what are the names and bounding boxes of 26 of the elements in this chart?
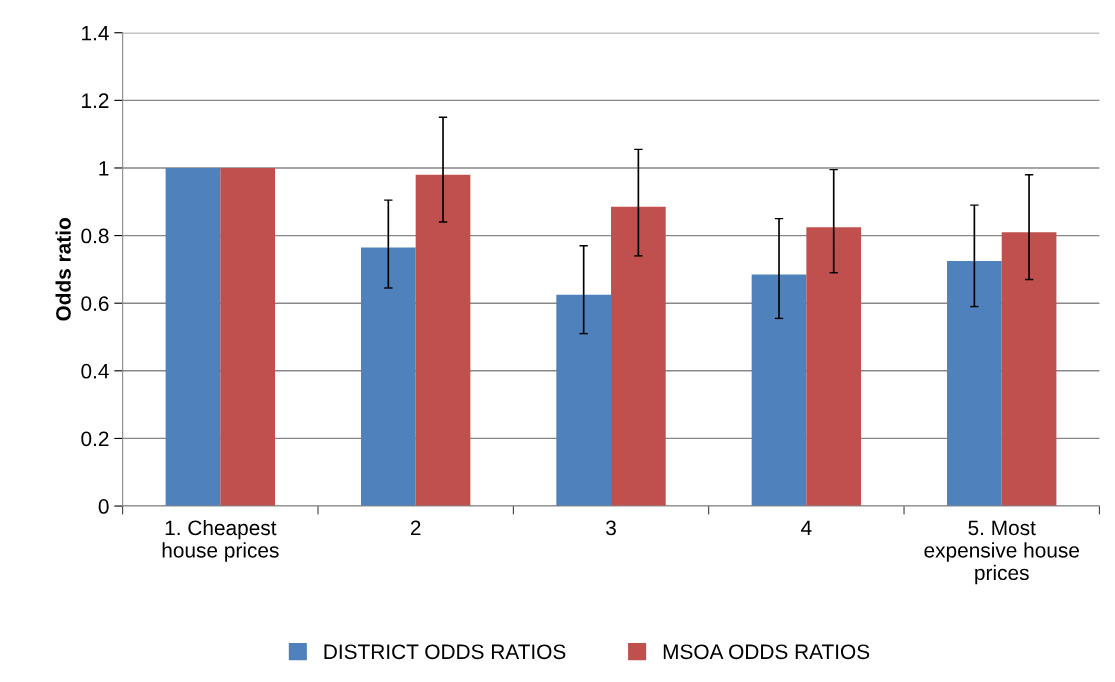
- bar: [165, 167, 221, 507]
- y-tick-label: 0.2: [81, 431, 109, 447]
- bar: [220, 167, 276, 507]
- bar: [947, 260, 1002, 507]
- bar: [360, 247, 416, 507]
- x-tick-label: 3: [606, 520, 616, 536]
- y-tick-label: 1.4: [82, 25, 109, 41]
- bar: [1001, 232, 1057, 507]
- y-tick-label: 0.6: [81, 296, 109, 311]
- y-tick-label: 1: [99, 161, 109, 176]
- bar: [611, 206, 666, 507]
- bar: [415, 174, 471, 507]
- bar: [556, 294, 612, 507]
- x-tick-label: 1. Cheapest house prices: [162, 519, 279, 562]
- legend-label: MSOA ODDS RATIOS: [663, 644, 870, 660]
- x-tick-label: 5. Most expensive house prices: [924, 520, 1079, 585]
- y-axis-title: Odds ratio: [55, 218, 71, 321]
- bar: [751, 274, 807, 507]
- y-tick-label: 0: [98, 499, 109, 514]
- legend-label: DISTRICT ODDS RATIOS: [324, 644, 566, 660]
- y-tick-label: 0.4: [81, 363, 109, 379]
- y-tick-label: 1.2: [82, 93, 109, 108]
- bar: [806, 227, 862, 507]
- y-tick-label: 0.8: [81, 228, 109, 244]
- x-tick-label: 2: [410, 520, 421, 536]
- x-tick-label: 4: [801, 520, 812, 536]
